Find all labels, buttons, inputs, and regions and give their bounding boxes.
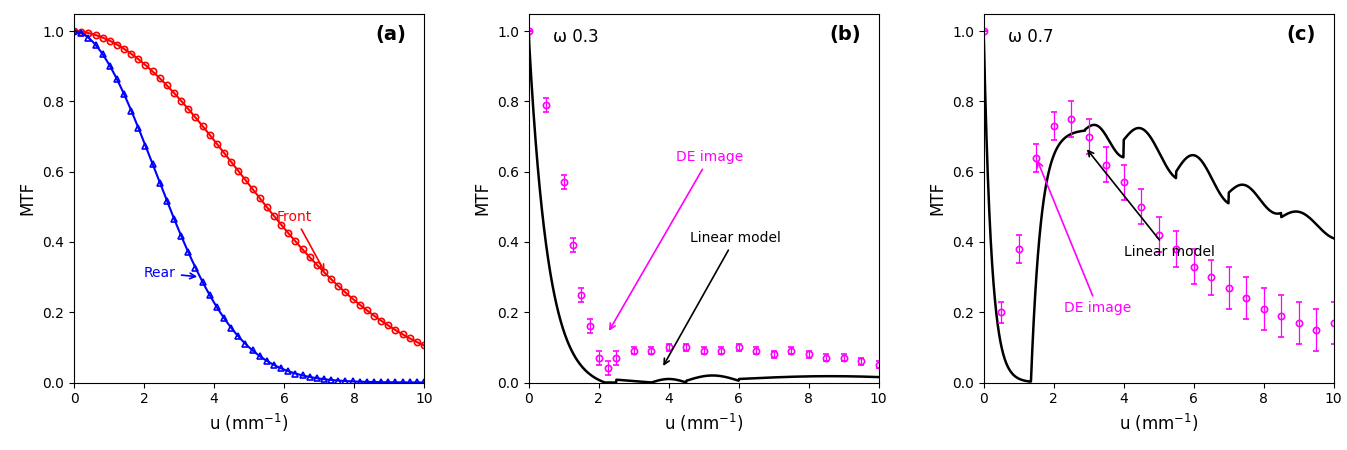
X-axis label: u (mm$^{-1}$): u (mm$^{-1}$) <box>209 412 288 434</box>
Text: DE image: DE image <box>1037 162 1131 315</box>
X-axis label: u (mm$^{-1}$): u (mm$^{-1}$) <box>1119 412 1199 434</box>
Text: (b): (b) <box>830 25 861 44</box>
Text: ω 0.3: ω 0.3 <box>554 28 599 46</box>
Text: (a): (a) <box>376 25 407 44</box>
Text: Front: Front <box>277 210 323 270</box>
Text: ω 0.7: ω 0.7 <box>1008 28 1053 46</box>
Y-axis label: MTF: MTF <box>19 181 36 215</box>
Text: DE image: DE image <box>610 150 744 329</box>
X-axis label: u (mm$^{-1}$): u (mm$^{-1}$) <box>664 412 744 434</box>
Text: (c): (c) <box>1286 25 1316 44</box>
Y-axis label: MTF: MTF <box>928 181 947 215</box>
Text: Linear model: Linear model <box>664 231 781 364</box>
Y-axis label: MTF: MTF <box>474 181 492 215</box>
Text: Rear: Rear <box>144 266 195 280</box>
Text: Linear model: Linear model <box>1088 151 1215 259</box>
